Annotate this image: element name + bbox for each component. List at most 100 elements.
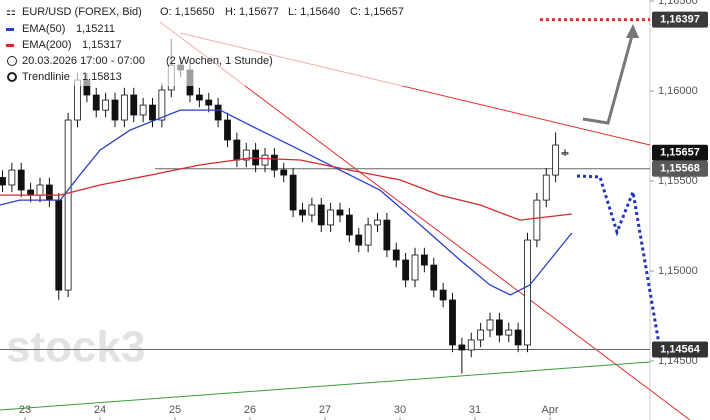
watermark: stock3 — [6, 323, 145, 372]
y-tick-label: 1,16000 — [658, 85, 698, 97]
trendline — [0, 361, 651, 411]
ohlc-low: L: 1,15640 — [288, 6, 340, 18]
ema-line — [0, 157, 572, 221]
legend-bg — [0, 0, 420, 86]
candle-body — [280, 169, 288, 176]
x-tick-label: 23 — [19, 404, 31, 416]
x-tick-label: 30 — [394, 404, 406, 416]
trend-icon — [7, 72, 17, 82]
trendline-name: Trendlinie — [22, 71, 70, 83]
candle-body — [17, 169, 25, 191]
x-tick-label: 31 — [469, 404, 481, 416]
price-box — [652, 341, 708, 358]
x-tick-label: 25 — [169, 404, 181, 416]
candle-body — [411, 254, 419, 281]
price-box-label: 1,15568 — [660, 163, 700, 175]
candle-body — [336, 209, 344, 216]
plot — [0, 18, 650, 374]
candle-body — [102, 99, 110, 111]
candle-body — [317, 204, 325, 226]
arrow-head — [626, 24, 639, 38]
legend: ⚏ EUR/USD (FOREX, Bid) O: 1,15650 H: 1,1… — [0, 0, 420, 86]
candle-body — [364, 224, 372, 246]
candle-body — [45, 184, 53, 201]
candle-body — [224, 119, 231, 141]
candle-body — [561, 152, 569, 155]
candle-body — [111, 99, 119, 121]
y-tick-label: 1,15500 — [658, 175, 698, 187]
candle-body — [120, 94, 128, 121]
candle-body — [308, 204, 316, 216]
price-box — [652, 11, 708, 28]
x-tick-label: 27 — [319, 404, 331, 416]
x-tick-label: 24 — [94, 404, 106, 416]
candle-body — [505, 329, 513, 336]
candle-body — [477, 329, 485, 341]
candle-body — [205, 99, 213, 106]
candle-body — [345, 214, 353, 236]
candle-body — [233, 139, 241, 161]
price-box — [652, 144, 708, 161]
trendline-value: 1.15813 — [82, 71, 122, 83]
candle-body — [355, 234, 363, 246]
candle-body — [486, 319, 494, 331]
price-box-label: 1,16397 — [660, 14, 700, 26]
candle-body — [392, 249, 400, 261]
candle-body — [514, 329, 522, 346]
candle-body — [439, 289, 447, 301]
legend-value: 1,15317 — [82, 39, 122, 51]
clock-icon — [7, 56, 17, 66]
candle-body — [402, 259, 410, 281]
legend-value: 1,15211 — [76, 23, 115, 35]
candle-body — [383, 219, 391, 251]
candle-body — [420, 254, 428, 266]
candle-body — [374, 219, 381, 226]
price-box-label: 1,14564 — [660, 343, 701, 355]
candle-body — [449, 299, 456, 346]
ohlc-high: H: 1,15677 — [225, 6, 279, 18]
candle-body — [214, 104, 222, 121]
interval: (2 Wochen, 1 Stunde) — [166, 55, 273, 67]
axis-labels: 1,16500 1,16000 1,15500 1,15000 1,14500 23 24 2… — [19, 0, 708, 416]
candle-body — [64, 119, 72, 291]
legend-swatch — [6, 28, 14, 31]
candle-body — [158, 89, 166, 121]
candle-body — [524, 239, 531, 346]
candle-body — [8, 169, 16, 186]
candle-body — [27, 189, 35, 196]
legend-label: EMA(50) — [22, 23, 65, 35]
trendline — [159, 21, 691, 420]
price-box — [652, 160, 708, 177]
legend-swatch — [6, 44, 14, 47]
candle-body — [242, 149, 250, 161]
candle-body — [55, 199, 63, 291]
candle-body — [289, 174, 297, 211]
candle-body — [299, 209, 306, 216]
candle-body — [195, 94, 203, 101]
y-tick-label: 1,15000 — [658, 265, 698, 277]
candle-body — [149, 104, 156, 121]
candle-body — [327, 209, 335, 226]
price-box-label: 1,15657 — [660, 147, 700, 159]
x-tick-label: Apr — [541, 404, 558, 416]
candle-body — [495, 319, 503, 336]
candle-body — [0, 177, 6, 186]
candle-body — [542, 174, 550, 201]
instrument: EUR/USD (FOREX, Bid) — [22, 6, 142, 18]
candle-body — [261, 154, 269, 166]
candle-body — [552, 144, 560, 176]
candle-body — [139, 104, 147, 116]
legend-label: EMA(200) — [22, 39, 72, 51]
candle-body — [130, 94, 138, 116]
candle-body — [533, 199, 541, 241]
period: 20.03.2026 17:00 - 07:00 — [22, 55, 145, 67]
candle-body — [430, 264, 438, 291]
icon: ⚏ — [6, 6, 16, 18]
candle-body — [74, 79, 81, 121]
candle-body — [458, 344, 466, 351]
candle-body — [36, 184, 44, 196]
ema-line — [0, 109, 573, 296]
candle-body — [92, 94, 100, 111]
arrow — [582, 31, 635, 125]
